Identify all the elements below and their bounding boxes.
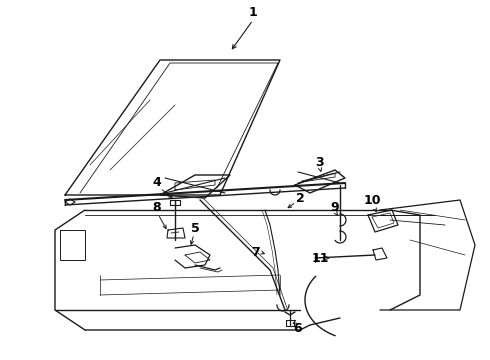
Text: 8: 8 bbox=[153, 201, 161, 213]
Text: 1: 1 bbox=[248, 5, 257, 18]
Text: 10: 10 bbox=[363, 194, 381, 207]
Text: 11: 11 bbox=[311, 252, 329, 265]
Text: 9: 9 bbox=[331, 201, 339, 213]
Text: 5: 5 bbox=[191, 221, 199, 234]
Text: 3: 3 bbox=[316, 156, 324, 168]
Text: 2: 2 bbox=[295, 192, 304, 204]
Text: 6: 6 bbox=[294, 321, 302, 334]
Text: 7: 7 bbox=[250, 246, 259, 258]
Text: 4: 4 bbox=[152, 176, 161, 189]
